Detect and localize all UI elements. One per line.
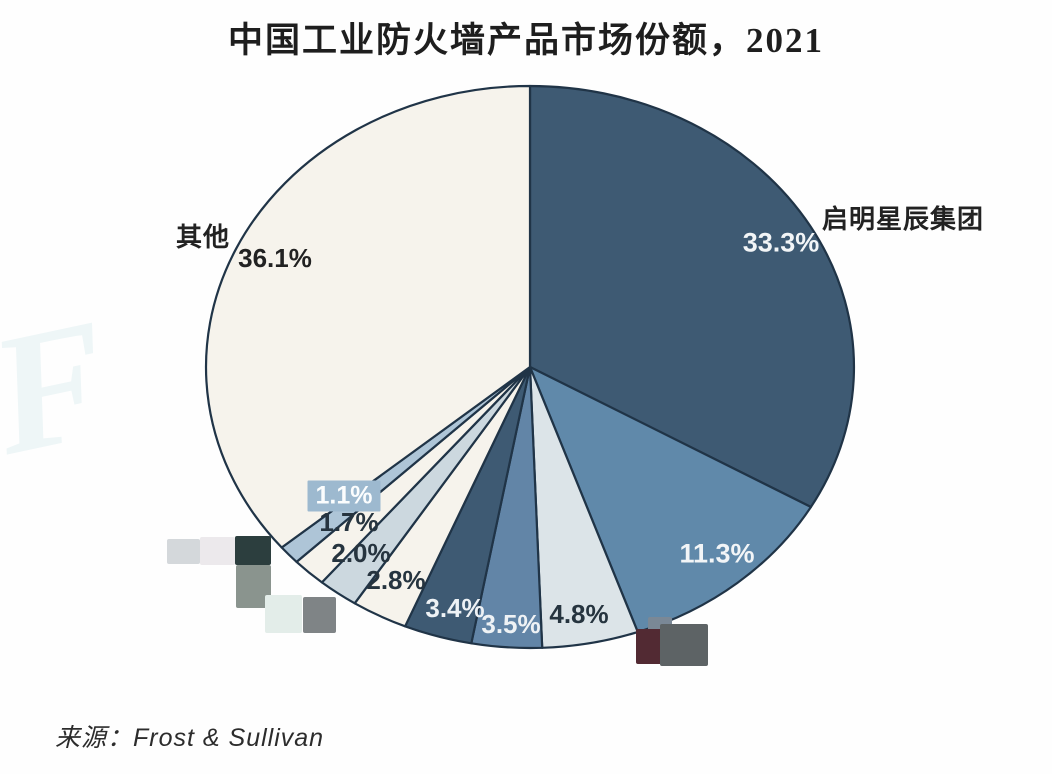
source-line: 来源：Frost & Sullivan (55, 718, 324, 754)
slice-value-label: 1.7% (319, 507, 379, 537)
redaction-mosaic-block (265, 595, 302, 633)
redaction-mosaic-block (303, 597, 336, 633)
slice-value-label: 1.1% (307, 480, 381, 512)
slice-name-label: 其他 (175, 222, 231, 252)
slice-name-label: 启明星辰集团 (821, 204, 985, 234)
slice-value-label: 36.1% (238, 243, 312, 273)
slice-value-label: 2.0% (331, 538, 391, 568)
chart-title: 中国工业防火墙产品市场份额，2021 (227, 21, 824, 60)
source-name: Frost & Sullivan (133, 724, 325, 752)
redaction-mosaic-block (167, 539, 200, 564)
redaction-mosaic-block (200, 537, 235, 565)
pie-slice-其他 (204, 84, 532, 549)
pie-slice-启明星辰集团 (528, 84, 856, 509)
slice-value-label: 3.4% (425, 593, 485, 623)
redaction-mosaic-block (235, 536, 271, 565)
slice-value-label: 4.8% (549, 599, 609, 629)
slice-value-label: 3.5% (481, 609, 541, 639)
redaction-mosaic-block (660, 624, 708, 666)
slice-value-label: 33.3% (742, 227, 820, 258)
slice-value-label: 2.8% (366, 565, 426, 595)
slice-value-label: 11.3% (679, 538, 755, 569)
source-prefix: 来源： (55, 724, 134, 752)
